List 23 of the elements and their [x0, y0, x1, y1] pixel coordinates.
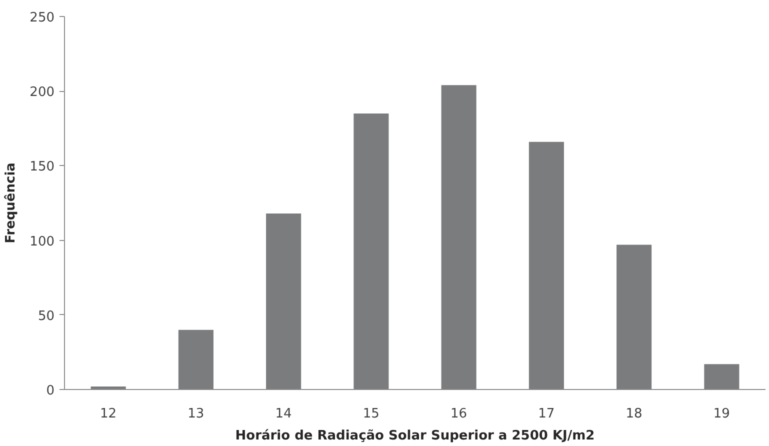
x-tick-label: 17 [538, 406, 555, 422]
bar [178, 330, 214, 390]
y-tick-label: 50 [38, 308, 55, 324]
x-tick-label: 14 [275, 406, 292, 422]
x-tick-label: 18 [626, 406, 642, 422]
bar [704, 364, 740, 390]
y-tick-label: 200 [30, 85, 55, 100]
y-axis-title: Frequência [4, 162, 19, 244]
bar [616, 244, 652, 390]
y-tick-label: 150 [30, 160, 55, 175]
bar [528, 142, 564, 390]
x-tick-label: 19 [713, 406, 730, 422]
x-tick-label: 15 [362, 406, 380, 422]
x-tick-label: 16 [450, 406, 468, 422]
y-tick-label: 100 [30, 234, 55, 250]
bar [354, 113, 389, 390]
x-axis-title: Horário de Radiação Solar Superior a 2500 KJ/m2 [235, 428, 595, 444]
x-tick-label: 13 [188, 406, 204, 422]
bar [266, 213, 302, 390]
y-tick-label: 0 [46, 384, 55, 398]
bar [441, 85, 476, 390]
y-tick-label: 250 [30, 10, 55, 26]
x-tick-label: 12 [100, 406, 117, 422]
